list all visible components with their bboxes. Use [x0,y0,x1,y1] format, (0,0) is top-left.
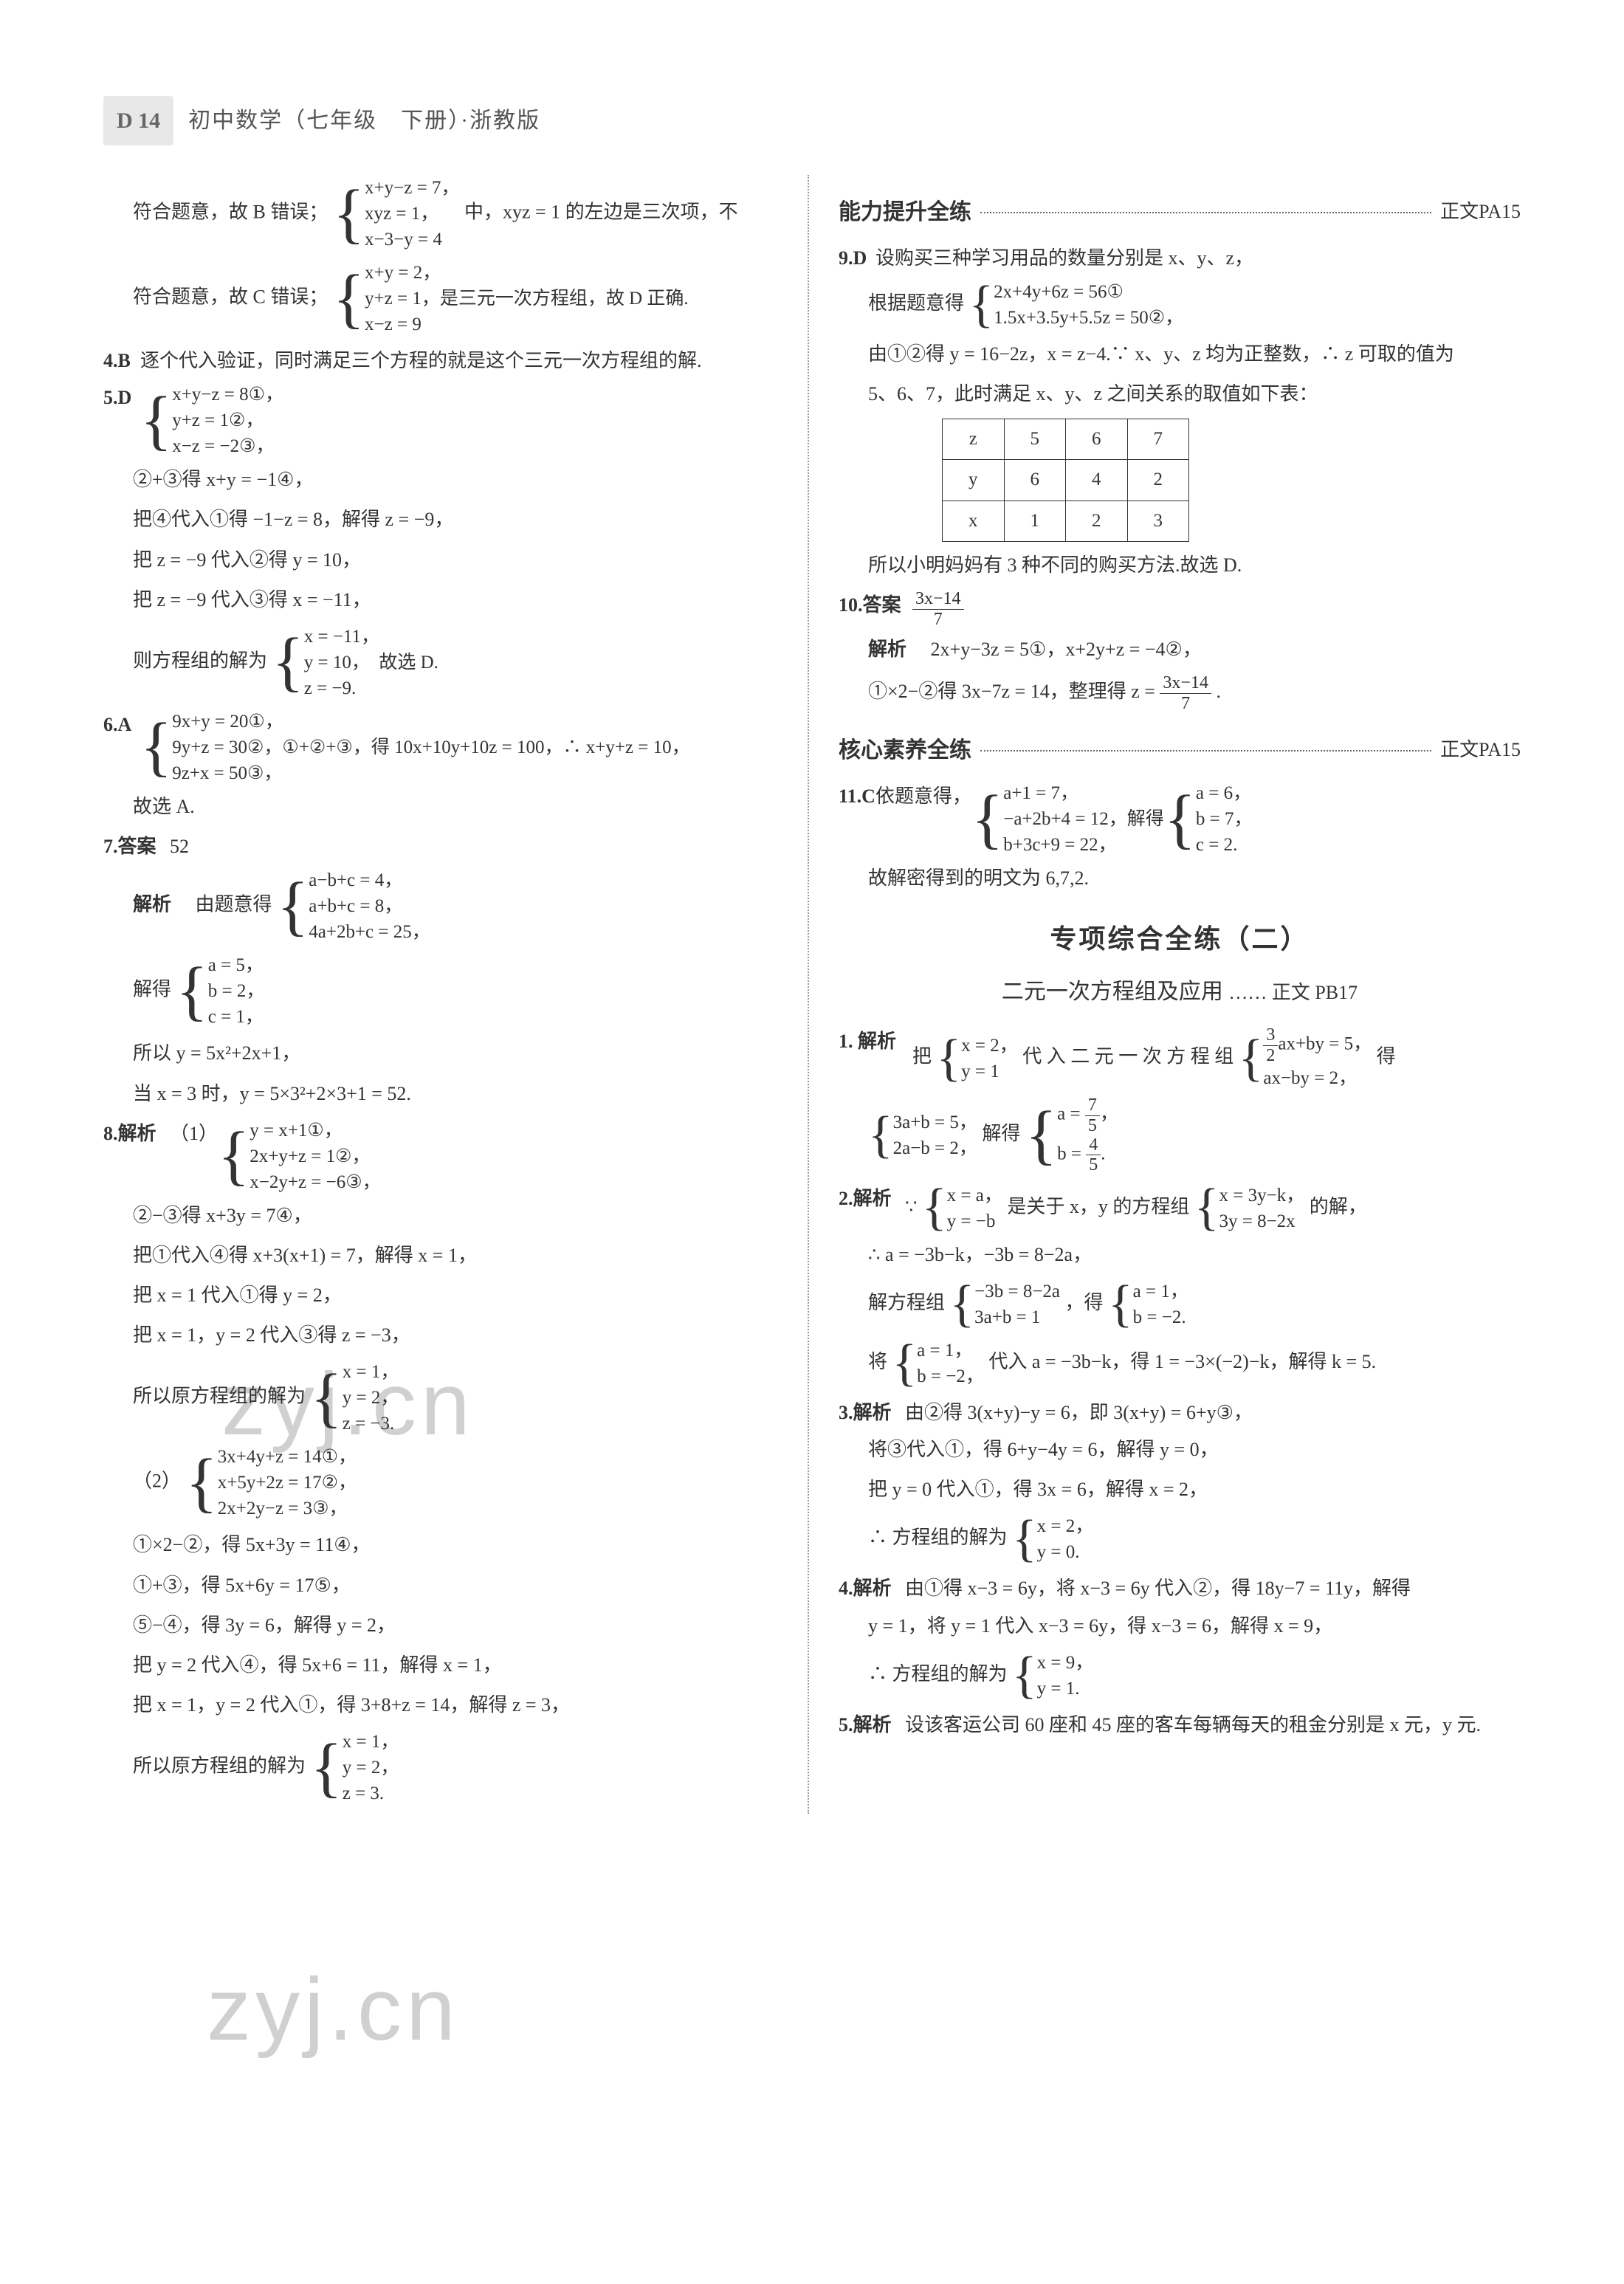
table-cell: 5 [1004,419,1066,460]
text-line: 把 x = 1 代入①得 y = 2， [103,1279,785,1312]
question-4: 4.B 逐个代入验证，同时满足三个方程的就是这个三元一次方程组的解. [103,345,785,377]
text-line: 当 x = 3 时，y = 5×3²+2×3+1 = 52. [103,1078,785,1110]
text-line: 5、6、7，此时满足 x、y、z 之间关系的取值如下表： [839,378,1521,410]
table-row: x 1 2 3 [943,501,1189,542]
text-line: 符合题意，故 B 错误； { x+y−z = 7， xyz = 1， x−3−y… [103,175,785,252]
text-line: ∴ 方程组的解为 { x = 2， y = 0. [839,1513,1521,1565]
table-cell: 7 [1127,419,1189,460]
text-line: ②−③得 x+3y = 7④， [103,1200,785,1232]
text-line: 把 x = 1，y = 2 代入①，得 3+8+z = 14，解得 z = 3， [103,1689,785,1721]
question-number: 4.B [103,345,140,377]
table-cell: 2 [1127,460,1189,501]
section-header: 核心素养全练 正文PA15 [839,732,1521,769]
page-header: D 14 初中数学（七年级 下册）·浙教版 [103,96,1521,145]
text-line: 所以 y = 5x²+2x+1， [103,1037,785,1070]
text-line: 根据题意得 { 2x+4y+6z = 56① 1.5x+3.5y+5.5z = … [839,279,1521,331]
header-title: 初中数学（七年级 下册）·浙教版 [188,102,540,140]
text-line: 将③代入①，得 6+y−4y = 6，解得 y = 0， [839,1434,1521,1466]
text-line: ①×2−②，得 5x+3y = 11④， [103,1529,785,1561]
page-number-badge: D 14 [103,96,173,145]
answer-value: 52 [170,830,189,863]
text-line: 把①代入④得 x+3(x+1) = 7，解得 x = 1， [103,1239,785,1272]
table-row: y 6 4 2 [943,460,1189,501]
fraction: 3x−14 7 [912,589,964,629]
table-row: z 5 6 7 [943,419,1189,460]
text-line: 故解密得到的明文为 6,7,2. [839,862,1521,895]
watermark: zyj.cn [207,1934,460,2085]
question-10: 10.答案 3x−14 7 [839,589,1521,629]
question-number: 9.D [839,242,875,275]
table-cell: 1 [1004,501,1066,542]
text-line: ∴ 方程组的解为 { x = 9， y = 1. [839,1650,1521,1702]
problem-5: 5.解析 设该客运公司 60 座和 45 座的客车每辆每天的租金分别是 x 元，… [839,1709,1521,1741]
text-line: （2） { 3x+4y+z = 14①， x+5y+2z = 17②， 2x+2… [103,1444,785,1521]
text-line: ∴ a = −3b−k，−3b = 8−2a， [839,1239,1521,1271]
text-line: 则方程组的解为 { x = −11， y = 10， 故选 D. z = −9. [103,624,785,701]
table-cell: 6 [1004,460,1066,501]
table-cell: x [943,501,1005,542]
question-5: 5.D { x+y−z = 8①， y+z = 1②， x−z = −2③， [103,382,785,459]
chapter-title: 专项综合全练（二） [839,917,1521,962]
content-columns: 符合题意，故 B 错误； { x+y−z = 7， xyz = 1， x−3−y… [103,175,1521,1814]
text-line: 把 z = −9 代入③得 x = −11， [103,584,785,616]
text-line: 解析 由题意得 { a−b+c = 4， a+b+c = 8， 4a+2b+c … [103,867,785,945]
page-reference: 正文PA15 [1440,196,1521,228]
chapter-subtitle: 二元一次方程组及应用 …… 正文 PB17 [839,973,1521,1011]
text-line: ⑤−④，得 3y = 6，解得 y = 2， [103,1609,785,1642]
text-line: ①+③，得 5x+6y = 17⑤， [103,1569,785,1602]
text-line: 把 z = −9 代入②得 y = 10， [103,544,785,577]
text-line: 所以原方程组的解为 { x = 1， y = 2， z = 3. [103,1729,785,1806]
table-cell: 4 [1066,460,1128,501]
text-line: y = 1，将 y = 1 代入 x−3 = 6y，得 x−3 = 6，解得 x… [839,1610,1521,1643]
section-header: 能力提升全练 正文PA15 [839,193,1521,231]
question-number: 7.答案 [103,830,170,863]
text-line: 由①②得 y = 16−2z，x = z−4.∵ x、y、z 均为正整数，∴ z… [839,338,1521,371]
problem-4: 4.解析 由①得 x−3 = 6y，将 x−3 = 6y 代入②，得 18y−7… [839,1572,1521,1605]
question-number: 8.解析 [103,1118,170,1150]
text-line: 解得 { a = 5， b = 2， c = 1， [103,952,785,1030]
text-line: ①×2−②得 3x−7z = 14，整理得 z = 3x−147 . [839,673,1521,713]
text-line: 把④代入①得 −1−z = 8，解得 z = −9， [103,503,785,536]
text-line: { 3a+b = 5， 2a−b = 2， 解得 { a = 75， b = 4… [839,1095,1521,1175]
question-number: 5.解析 [839,1709,905,1741]
data-table: z 5 6 7 y 6 4 2 x 1 2 3 [942,419,1189,543]
text-line: 解析 2x+y−3z = 5①，x+2y+z = −4②， [839,633,1521,666]
question-number: 11.C [839,780,875,813]
text-line: 解方程组 { −3b = 8−2a 3a+b = 1 ，得 { a = 1， b… [839,1279,1521,1330]
text-line: 所以原方程组的解为 { x = 1， y = 2， z = −3. [103,1359,785,1437]
table-cell: 3 [1127,501,1189,542]
question-number: 3.解析 [839,1397,905,1429]
text-line: 符合题意，故 C 错误； { x+y = 2， y+z = 1，是三元一次方程组… [103,260,785,337]
table-cell: z [943,419,1005,460]
question-text: 逐个代入验证，同时满足三个方程的就是这个三元一次方程组的解. [140,345,785,377]
text-line: 把 y = 2 代入④，得 5x+6 = 11，解得 x = 1， [103,1649,785,1682]
question-number: 6.A [103,709,140,741]
text-line: 把 x = 1，y = 2 代入③得 z = −3， [103,1319,785,1352]
question-number: 4.解析 [839,1572,905,1605]
problem-2: 2.解析 ∵ { x = a， y = −b 是关于 x，y 的方程组 { x … [839,1183,1521,1234]
question-number: 1. 解析 [839,1025,912,1058]
question-8: 8.解析 （1） { y = x+1①， 2x+y+z = 1②， x−2y+z… [103,1118,785,1195]
question-number: 5.D [103,382,140,414]
table-cell: y [943,460,1005,501]
question-9: 9.D 设购买三种学习用品的数量分别是 x、y、z， [839,242,1521,275]
problem-1: 1. 解析 把 { x = 2， y = 1 代 入 二 元 一 次 方 程 组… [839,1025,1521,1091]
question-11: 11.C 依题意得， { a+1 = 7， −a+2b+4 = 12，解得 b+… [839,780,1521,858]
text-line: ②+③得 x+y = −1④， [103,464,785,496]
question-number: 2.解析 [839,1183,905,1215]
question-number: 10.答案 [839,589,912,622]
question-6: 6.A { 9x+y = 20①， 9y+z = 30②，①+②+③，得 10x… [103,709,785,786]
question-7: 7.答案 52 [103,830,785,863]
left-column: 符合题意，故 B 错误； { x+y−z = 7， xyz = 1， x−3−y… [103,175,809,1814]
text-line: 故选 A. [103,791,785,823]
text-line: 所以小明妈妈有 3 种不同的购买方法.故选 D. [839,549,1521,582]
right-column: 能力提升全练 正文PA15 9.D 设购买三种学习用品的数量分别是 x、y、z，… [831,175,1521,1814]
table-cell: 2 [1066,501,1128,542]
table-cell: 6 [1066,419,1128,460]
text-line: 将 { a = 1， b = −2， 代入 a = −3b−k，得 1 = −3… [839,1338,1521,1389]
problem-3: 3.解析 由②得 3(x+y)−y = 6，即 3(x+y) = 6+y③， [839,1397,1521,1429]
page-reference: 正文PA15 [1440,734,1521,766]
text-line: 把 y = 0 代入①，得 3x = 6，解得 x = 2， [839,1473,1521,1506]
